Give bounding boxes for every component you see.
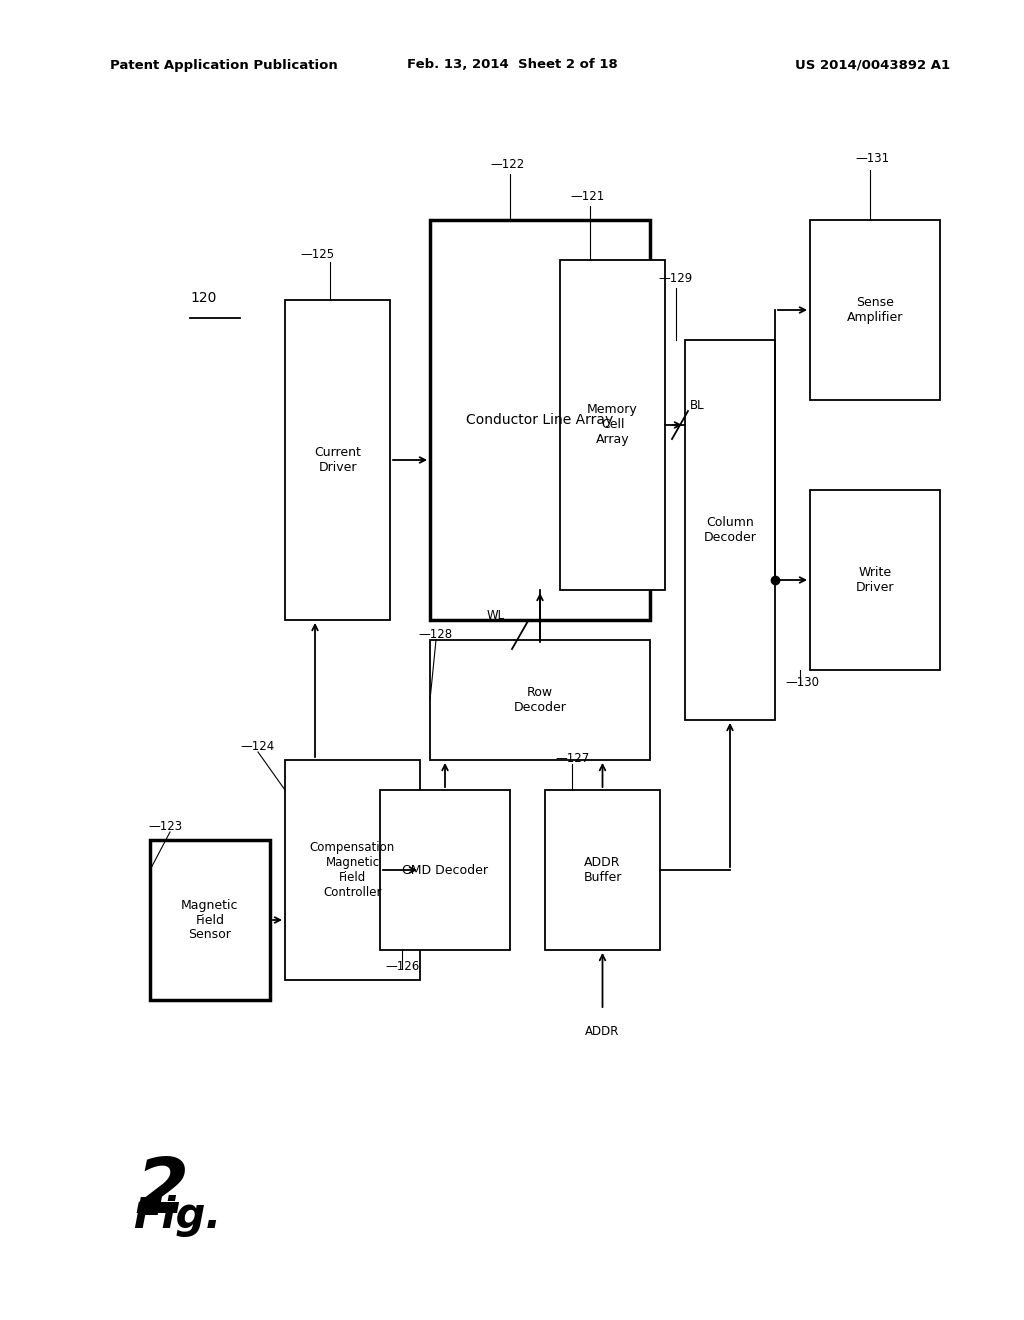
Text: Row
Decoder: Row Decoder	[514, 686, 566, 714]
Text: —130: —130	[785, 676, 819, 689]
Text: —129: —129	[658, 272, 692, 285]
Text: —123: —123	[148, 820, 182, 833]
Text: ADDR: ADDR	[586, 1026, 620, 1038]
Text: Patent Application Publication: Patent Application Publication	[110, 58, 338, 71]
Text: Write
Driver: Write Driver	[856, 566, 894, 594]
Bar	[810, 490, 940, 671]
Text: 120: 120	[190, 290, 216, 305]
Bar	[430, 640, 650, 760]
Bar	[810, 220, 940, 400]
Text: —126: —126	[385, 960, 419, 973]
Bar	[285, 760, 420, 979]
Text: Conductor Line Array: Conductor Line Array	[466, 413, 613, 426]
Bar	[380, 789, 510, 950]
Text: WL: WL	[487, 609, 505, 622]
Bar	[545, 789, 660, 950]
Bar	[560, 260, 665, 590]
Text: —128: —128	[418, 628, 453, 642]
Text: BL: BL	[690, 399, 705, 412]
Text: 2: 2	[135, 1155, 188, 1229]
Text: Sense
Amplifier: Sense Amplifier	[847, 296, 903, 323]
Text: —124: —124	[240, 741, 274, 752]
Text: —122: —122	[490, 158, 524, 172]
Text: Column
Decoder: Column Decoder	[703, 516, 757, 544]
Text: —125: —125	[300, 248, 334, 261]
Bar	[685, 341, 775, 719]
Text: US 2014/0043892 A1: US 2014/0043892 A1	[795, 58, 950, 71]
Text: ADDR
Buffer: ADDR Buffer	[584, 855, 622, 884]
Text: Magnetic
Field
Sensor: Magnetic Field Sensor	[181, 899, 239, 941]
Text: Current
Driver: Current Driver	[314, 446, 360, 474]
Bar	[285, 300, 390, 620]
Bar	[150, 840, 270, 1001]
Text: —121: —121	[570, 190, 604, 203]
Text: Compensation
Magnetic
Field
Controller: Compensation Magnetic Field Controller	[310, 841, 395, 899]
Text: —131: —131	[855, 152, 889, 165]
Text: Fig.: Fig.	[133, 1195, 221, 1237]
Bar	[430, 220, 650, 620]
Text: —127: —127	[555, 752, 589, 766]
Text: Feb. 13, 2014  Sheet 2 of 18: Feb. 13, 2014 Sheet 2 of 18	[407, 58, 617, 71]
Text: Memory
Cell
Array: Memory Cell Array	[587, 404, 638, 446]
Text: CMD Decoder: CMD Decoder	[402, 863, 488, 876]
